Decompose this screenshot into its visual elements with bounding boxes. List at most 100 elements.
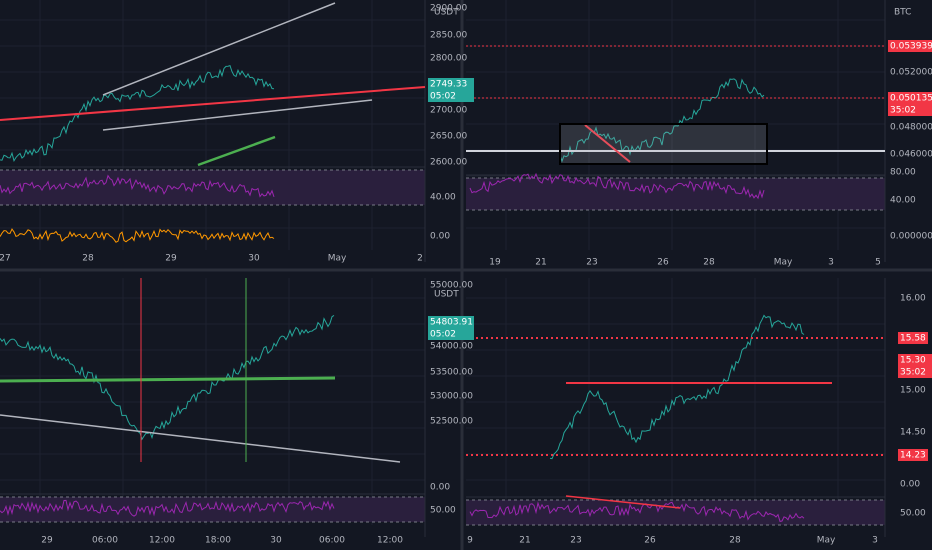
quote-currency: USDT: [434, 8, 459, 18]
last-price: 54803.91: [430, 318, 473, 328]
time-label: 2: [417, 254, 423, 264]
axis-label: 14.50: [900, 428, 926, 438]
macd-trace: [0, 228, 275, 243]
time-label: 9: [467, 536, 473, 546]
range-box: [559, 123, 768, 165]
time-label: 21: [535, 258, 546, 268]
last-price: 0.05013549: [890, 94, 932, 104]
countdown-bg: [428, 90, 474, 102]
price-trace: [549, 314, 805, 460]
axis-label: 53500.00: [430, 368, 473, 378]
rsi-trace: [0, 174, 275, 198]
time-label: 23: [586, 258, 597, 268]
last-price: 2749.33: [430, 80, 467, 90]
rsi-band: [0, 497, 425, 522]
last-price-bg: [888, 92, 932, 104]
time-label: 26: [644, 536, 656, 546]
indicator-label: 0.00: [430, 483, 450, 493]
trend-line: [0, 376, 336, 383]
rsi-trace: [469, 501, 805, 522]
time-label: 06:00: [319, 536, 345, 546]
indicator-label: 0.00: [900, 480, 920, 490]
countdown-bg: [898, 366, 932, 378]
countdown: 35:02: [890, 106, 916, 116]
axis-label: 2600.00: [430, 158, 467, 168]
last-price-bg: [428, 78, 474, 90]
price-trace: [0, 64, 275, 162]
countdown-bg: [428, 328, 474, 340]
time-label: 06:00: [92, 536, 118, 546]
time-label: 12:00: [377, 536, 403, 546]
last-price-bg: [428, 316, 474, 328]
indicator-label: 40.00: [430, 193, 456, 203]
time-label: 29: [165, 254, 177, 264]
axis-label: 53000.00: [430, 392, 473, 402]
axis-label: 54000.00: [430, 342, 473, 352]
indicator-label: 40.00: [890, 196, 916, 206]
time-label: 27: [0, 254, 11, 264]
trend-line: [102, 99, 373, 131]
axis-label: 0.05200000: [890, 68, 932, 78]
time-label: 26: [657, 258, 669, 268]
indicator-label: 50.00: [430, 506, 456, 516]
rsi-trace: [469, 172, 765, 200]
time-label: 23: [570, 536, 581, 546]
rsi-band: [466, 178, 885, 210]
price-trace: [0, 314, 335, 441]
quote-currency: USDT: [434, 290, 459, 300]
rsi-band: [0, 170, 425, 205]
time-label: 30: [270, 536, 282, 546]
time-label: 30: [248, 254, 260, 264]
time-label: 12:00: [149, 536, 175, 546]
quote-currency: BTC: [894, 8, 911, 18]
indicator-label: 0.00: [430, 232, 450, 242]
rsi-trace: [0, 499, 335, 517]
axis-label: 16.00: [900, 294, 926, 304]
time-label: May: [328, 254, 347, 264]
last-price: 15.30: [900, 356, 926, 366]
axis-label: 2800.00: [430, 54, 467, 64]
level-tag: 0.05393959: [890, 42, 932, 52]
time-label: 28: [703, 258, 715, 268]
indicator-label: 50.00: [900, 509, 926, 519]
trend-line: [0, 86, 426, 121]
time-label: May: [774, 258, 793, 268]
trend-line: [565, 495, 681, 509]
time-label: 5: [875, 258, 881, 268]
level-tag: 14.23: [900, 451, 926, 461]
axis-label: 0.04800000: [890, 123, 932, 133]
axis-label: 0.04600000: [890, 150, 932, 160]
axis-label: 2650.00: [430, 132, 467, 142]
axis-label: 2900.00: [430, 4, 467, 14]
axis-label: 2850.00: [430, 31, 467, 41]
time-label: May: [817, 536, 836, 546]
time-label: 28: [729, 536, 741, 546]
time-label: 28: [82, 254, 94, 264]
axis-label: 55000.00: [430, 281, 473, 291]
countdown-bg: [888, 104, 932, 116]
countdown: 05:02: [430, 92, 456, 102]
time-label: 19: [489, 258, 501, 268]
level-tag-bg: [898, 449, 928, 461]
time-label: 3: [828, 258, 834, 268]
time-label: 21: [519, 536, 530, 546]
trend-line: [584, 124, 631, 163]
time-label: 3: [872, 536, 878, 546]
axis-label: 15.00: [900, 386, 926, 396]
countdown: 05:02: [430, 330, 456, 340]
axis-label: 2700.00: [430, 106, 467, 116]
countdown: 35:02: [900, 368, 926, 378]
time-label: 29: [41, 536, 53, 546]
axis-label: 52500.00: [430, 417, 473, 427]
trend-line: [197, 135, 276, 167]
level-tag-bg: [888, 40, 932, 52]
level-tag-bg: [898, 332, 928, 344]
last-price-bg: [898, 354, 932, 366]
indicator-label: 0.00000000: [890, 232, 932, 242]
level-tag: 15.58: [900, 334, 926, 344]
rsi-band: [466, 500, 885, 525]
time-label: 18:00: [205, 536, 231, 546]
indicator-label: 80.00: [890, 168, 916, 178]
